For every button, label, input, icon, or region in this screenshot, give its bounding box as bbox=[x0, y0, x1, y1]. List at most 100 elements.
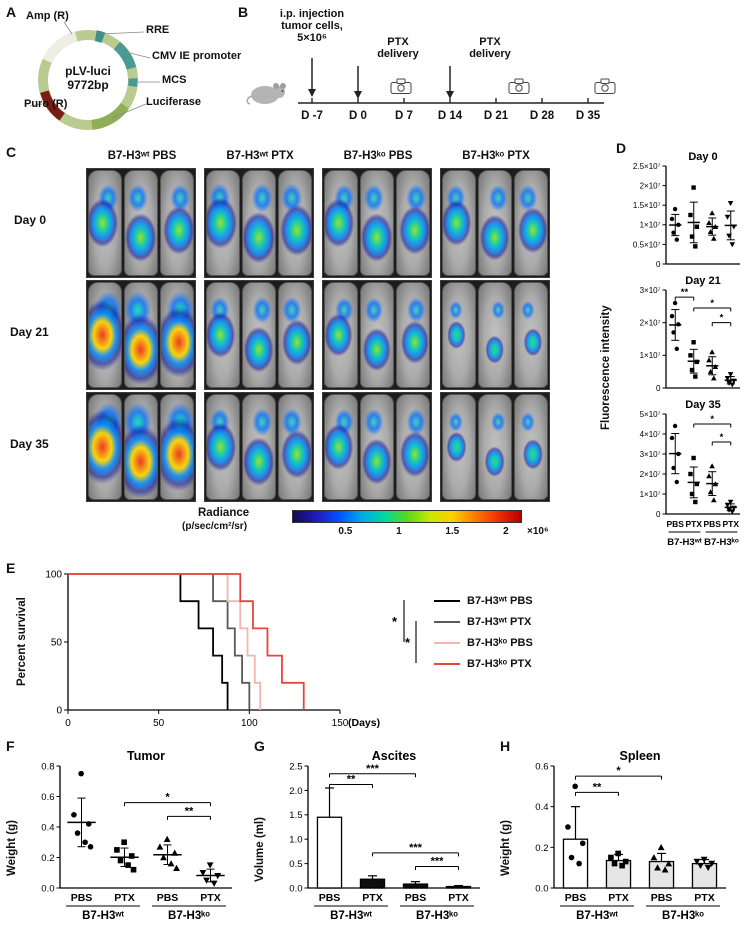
legend-line-swatch bbox=[434, 599, 460, 602]
y-tick-label: 0.0 bbox=[289, 883, 302, 894]
chart-title: Ascites bbox=[372, 749, 417, 763]
mouse-image bbox=[324, 170, 358, 276]
plasmid-center-label: pLV-luci 9772bp bbox=[44, 64, 132, 92]
x-axis-label: (Days) bbox=[348, 717, 380, 729]
data-point bbox=[608, 854, 614, 861]
group-span-label: B7-H3ʷᵗ bbox=[576, 910, 618, 922]
y-tick-label: 0.4 bbox=[535, 802, 548, 813]
data-point bbox=[724, 376, 731, 381]
y-tick-label: 1.5×10⁷ bbox=[633, 201, 661, 210]
y-tick-label: 0.8 bbox=[41, 761, 54, 772]
data-point bbox=[671, 465, 676, 471]
data-point bbox=[688, 212, 693, 218]
bioluminescence-cell bbox=[440, 168, 550, 278]
data-point bbox=[711, 235, 717, 241]
y-tick-label: 50 bbox=[51, 638, 63, 649]
group-header: B7-H3ʷᵗ PBS bbox=[107, 150, 177, 162]
data-point bbox=[711, 375, 717, 381]
mouse-image bbox=[206, 170, 240, 276]
plasmid-size: 9772bp bbox=[67, 78, 109, 92]
mouse-image bbox=[360, 394, 394, 500]
data-point bbox=[674, 237, 680, 242]
data-point bbox=[669, 435, 675, 441]
data-point bbox=[706, 357, 712, 363]
plasmid-map bbox=[29, 21, 160, 130]
y-tick-label: 3×10⁷ bbox=[640, 450, 661, 459]
mouse-image bbox=[88, 394, 122, 500]
scale-tick-label: 1.5 bbox=[445, 526, 460, 537]
y-tick-label: 2.5×10⁷ bbox=[633, 162, 661, 171]
row-label: Day 0 bbox=[14, 213, 47, 227]
data-point bbox=[565, 824, 571, 830]
panel-label-g: G bbox=[254, 738, 265, 754]
chart-title: Spleen bbox=[620, 749, 661, 763]
data-point bbox=[128, 853, 135, 859]
data-point bbox=[709, 463, 715, 469]
mouse-image bbox=[88, 282, 122, 388]
data-point bbox=[74, 830, 81, 836]
category-label: PBS bbox=[319, 892, 341, 904]
y-tick-label: 0.2 bbox=[41, 853, 54, 864]
data-point bbox=[576, 860, 582, 867]
survival-plot: 0 50 100 0 50 100 150 (Days) bbox=[45, 570, 380, 730]
plasmid-segment-luciferase bbox=[91, 102, 129, 130]
data-point bbox=[704, 864, 712, 872]
y-tick-label: 2×10⁷ bbox=[640, 470, 661, 479]
panel-label-e: E bbox=[6, 560, 16, 576]
panel-label-h: H bbox=[500, 738, 511, 754]
group-span-label: B7-H3ʷᵗ bbox=[667, 537, 702, 548]
mouse-image bbox=[242, 282, 276, 388]
data-point bbox=[706, 220, 712, 226]
bioluminescence-cell bbox=[322, 280, 432, 390]
y-tick-label: 0.0 bbox=[535, 883, 548, 894]
data-point bbox=[160, 854, 167, 861]
data-point bbox=[114, 847, 120, 853]
data-point bbox=[689, 367, 695, 373]
injection-arrow bbox=[308, 58, 316, 97]
bioluminescence-cell bbox=[204, 392, 314, 502]
y-tick-label: 2.0 bbox=[289, 786, 302, 797]
mouse-image bbox=[514, 170, 548, 276]
y-tick-label: 4×10⁷ bbox=[640, 430, 661, 439]
significance-label: * bbox=[405, 635, 411, 650]
data-point bbox=[665, 860, 673, 867]
group-header: B7-H3ᵏᵒ PTX bbox=[462, 150, 530, 162]
timepoint-label: D 35 bbox=[575, 110, 601, 122]
fluor_day0-plot: Day 0 0 0.5×10⁷ 1×10⁷ 1.5×10⁷ 2×10⁷ 2.5×10⁷ bbox=[633, 151, 740, 269]
data-point bbox=[691, 340, 696, 345]
survival-curve bbox=[68, 573, 262, 710]
mouse-image bbox=[206, 282, 240, 388]
data-point bbox=[693, 858, 701, 865]
timepoint-label: D 28 bbox=[529, 110, 555, 122]
data-point bbox=[672, 206, 678, 212]
data-point bbox=[130, 866, 137, 873]
data-point bbox=[727, 372, 734, 378]
mouse-image bbox=[324, 282, 358, 388]
significance-label: *** bbox=[366, 763, 380, 775]
mouse-image bbox=[206, 394, 240, 500]
bar bbox=[605, 859, 632, 889]
survival-curve bbox=[68, 573, 251, 710]
y-tick-label: 1.5 bbox=[289, 810, 302, 821]
mouse-image bbox=[396, 282, 430, 388]
significance-label: *** bbox=[431, 856, 445, 868]
data-point bbox=[203, 877, 210, 884]
ptx-arrow-2 bbox=[446, 66, 454, 99]
mouse-image bbox=[360, 170, 394, 276]
survival-curve bbox=[68, 573, 229, 710]
survival-legend: B7-H3ʷᵗ PBS B7-H3ʷᵗ PTX B7-H3ᵏᵒ PBS B7-H3ᵏᵒ… bbox=[434, 590, 533, 674]
feature-label-luciferase: Luciferase bbox=[146, 96, 202, 108]
camera-icon bbox=[390, 78, 412, 94]
fluorescence-day35-chart: Day 35 0 1×10⁷ 2×10⁷ 3×10⁷ 4×10⁷ 5×10⁷ * * PBS PTX… bbox=[628, 398, 746, 565]
data-point bbox=[657, 843, 665, 851]
x-tick-label: 0 bbox=[65, 718, 71, 729]
mouse-image bbox=[160, 282, 194, 388]
data-point bbox=[117, 857, 124, 864]
data-point bbox=[688, 353, 693, 358]
radiance-scale-title: Radiance bbox=[198, 507, 250, 519]
bioluminescence-cell bbox=[322, 168, 432, 278]
data-point bbox=[87, 844, 94, 850]
timeline-axis bbox=[298, 98, 604, 104]
